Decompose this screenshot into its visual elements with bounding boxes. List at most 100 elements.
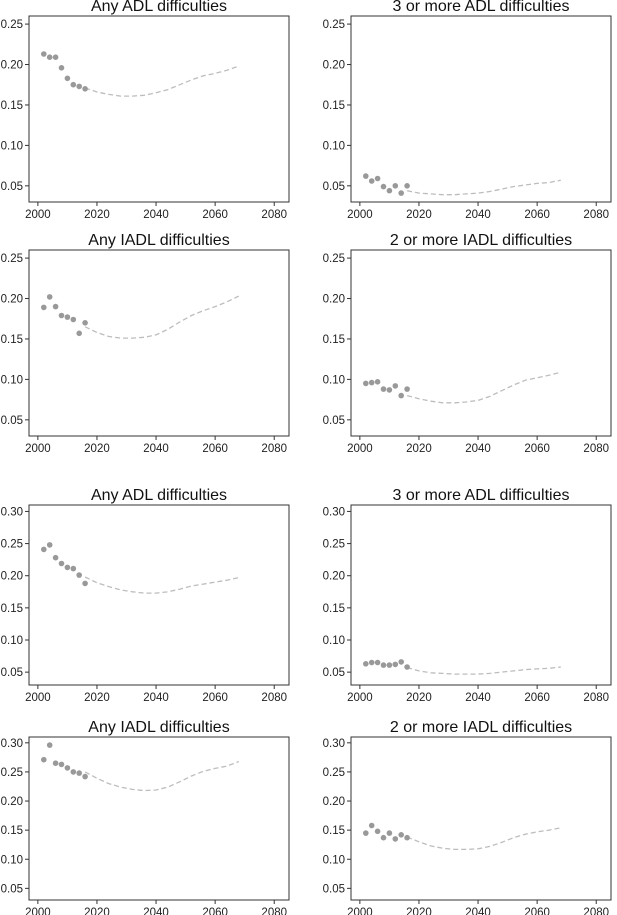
x-tick-label: 2060 (202, 692, 228, 704)
y-tick-label: 0.10 (1, 140, 23, 152)
y-tick-label: 0.10 (323, 854, 345, 866)
y-tick-label: 0.20 (323, 571, 345, 583)
projection-line (406, 179, 561, 196)
observed-point (52, 760, 59, 766)
projection-line (406, 666, 561, 675)
panel-3: Any IADL difficulties 0.05 0.10 0.15 0.20 0.2… (1, 232, 290, 455)
x-tick-label: 2080 (583, 692, 609, 704)
observed-point (76, 330, 82, 337)
observed-point (380, 662, 387, 668)
y-tick-label: 0.25 (323, 539, 345, 551)
observed-point (386, 662, 393, 668)
observed-point (41, 756, 47, 763)
y-tick-label: 0.20 (323, 60, 345, 72)
y-tick-label: 0.15 (323, 825, 345, 837)
x-tick-label: 2020 (84, 907, 110, 915)
y-tick-label: 0.05 (323, 667, 345, 679)
panel-title: Any IADL difficulties (88, 232, 229, 249)
x-tick-label: 2060 (524, 443, 550, 455)
observed-point (52, 303, 59, 310)
x-tick-label: 2020 (84, 443, 110, 455)
x-tick-label: 2000 (347, 443, 373, 455)
observed-point (70, 81, 77, 88)
observed-point (76, 572, 82, 578)
x-tick-label: 2080 (583, 209, 609, 221)
y-tick-label: 0.05 (323, 883, 345, 895)
y-tick-label: 0.05 (1, 667, 23, 679)
x-tick-label: 2080 (261, 907, 287, 915)
observed-point (70, 769, 77, 775)
observed-point (398, 190, 405, 196)
observed-point (64, 564, 71, 571)
x-tick-label: 2020 (406, 907, 432, 915)
observed-point (64, 765, 71, 771)
observed-point (64, 314, 71, 320)
y-tick-label: 0.20 (323, 796, 345, 808)
panel-7: Any IADL difficulties 0.05 0.10 0.15 0.20 0.2… (1, 719, 290, 915)
observed-point (368, 822, 375, 829)
observed-point (363, 830, 369, 836)
plot-frame (28, 736, 290, 901)
observed-point (392, 183, 399, 189)
observed-point (363, 380, 369, 387)
observed-point (70, 316, 77, 323)
x-tick-label: 2060 (524, 907, 550, 915)
x-tick-label: 2040 (143, 443, 169, 455)
y-tick-label: 0.25 (323, 767, 345, 779)
observed-point (82, 580, 88, 587)
observed-point (58, 560, 65, 567)
x-tick-label: 2080 (261, 692, 287, 704)
panel-title: Any ADL difficulties (91, 487, 227, 504)
y-tick-label: 0.10 (323, 140, 345, 152)
y-tick-label: 0.30 (323, 738, 345, 750)
panel-title: Any ADL difficulties (91, 0, 227, 15)
observed-point (368, 178, 375, 184)
y-tick-label: 0.10 (1, 635, 23, 647)
y-tick-label: 0.15 (1, 100, 23, 112)
observed-point (386, 187, 393, 194)
plot-frame (28, 249, 290, 437)
y-tick-label: 0.05 (1, 883, 23, 895)
x-tick-label: 2060 (524, 209, 550, 221)
x-tick-label: 2060 (202, 209, 228, 221)
x-tick-label: 2060 (202, 443, 228, 455)
observed-point (70, 565, 77, 572)
x-tick-label: 2020 (84, 209, 110, 221)
observed-point (368, 659, 375, 666)
observed-point (41, 546, 47, 553)
x-tick-label: 2020 (84, 692, 110, 704)
observed-point (58, 761, 65, 768)
x-tick-label: 2000 (25, 209, 51, 221)
projection-line (406, 827, 561, 851)
observed-point (404, 834, 410, 841)
y-tick-label: 0.30 (323, 506, 345, 518)
observed-point (46, 294, 53, 300)
observed-point (374, 379, 381, 385)
plot-frame (350, 15, 612, 203)
x-tick-label: 2020 (406, 209, 432, 221)
projection-line (84, 760, 240, 792)
y-tick-label: 0.20 (1, 571, 23, 583)
observed-point (386, 830, 393, 836)
observed-point (386, 387, 393, 393)
observed-point (363, 661, 369, 667)
observed-point (374, 828, 381, 835)
panel-title: 2 or more IADL difficulties (390, 719, 572, 736)
y-tick-label: 0.15 (323, 100, 345, 112)
y-tick-label: 0.15 (1, 825, 23, 837)
panel-5: Any ADL difficulties 0.05 0.10 0.15 0.20 0.25… (1, 487, 290, 704)
y-tick-label: 0.30 (1, 738, 23, 750)
x-tick-label: 2000 (25, 443, 51, 455)
observed-point (46, 54, 53, 60)
y-tick-label: 0.05 (1, 415, 23, 427)
y-tick-label: 0.20 (1, 60, 23, 72)
observed-point (380, 386, 387, 392)
x-tick-label: 2020 (406, 443, 432, 455)
plot-frame (350, 249, 612, 437)
y-tick-label: 0.30 (1, 506, 23, 518)
observed-point (52, 54, 59, 60)
x-tick-label: 2060 (524, 692, 550, 704)
y-tick-label: 0.05 (323, 181, 345, 193)
plot-frame (28, 15, 290, 203)
